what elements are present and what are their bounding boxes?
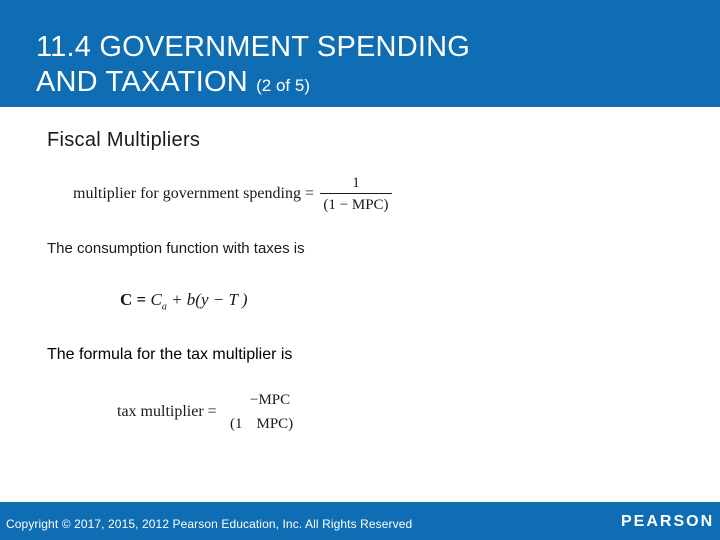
- fraction-bar: [320, 193, 392, 194]
- title-line-2-text: AND TAXATION: [36, 66, 248, 98]
- tax-fraction-numerator: −MPC: [250, 392, 291, 408]
- gov-spending-multiplier-fraction: 1 (1 − MPC): [320, 174, 392, 214]
- fraction-denominator: (1 − MPC): [323, 197, 389, 213]
- tax-multiplier-label: tax multiplier =: [117, 403, 217, 420]
- title-bar: 11.4 GOVERNMENT SPENDING AND TAXATION (2…: [0, 0, 720, 107]
- autonomous-subscript: a: [161, 301, 167, 313]
- copyright-notice: Copyright © 2017, 2015, 2012 Pearson Edu…: [6, 517, 413, 531]
- slide-title: 11.4 GOVERNMENT SPENDING AND TAXATION (2…: [36, 30, 470, 103]
- slide-part-indicator: (2 of 5): [256, 76, 310, 95]
- tax-denominator-open: (1: [230, 416, 243, 432]
- consumption-function-equation: C = Ca + b(y − T ): [120, 290, 248, 312]
- tax-multiplier-intro: The formula for the tax multiplier is: [47, 346, 293, 363]
- fraction-numerator: 1: [352, 175, 360, 191]
- gov-spending-multiplier-equation: multiplier for government spending = 1 (…: [73, 174, 403, 220]
- tax-fraction-denominator: (1 MPC): [230, 415, 308, 434]
- autonomous-consumption-symbol: C: [150, 290, 162, 309]
- consumption-equation-rest: + b(y − T ): [166, 290, 248, 309]
- tax-multiplier-fraction: −MPC (1 MPC): [230, 391, 308, 434]
- gov-spending-multiplier-label: multiplier for government spending =: [73, 185, 314, 202]
- tax-denominator-close: MPC): [256, 416, 294, 432]
- title-line-2: AND TAXATION (2 of 5): [36, 65, 470, 103]
- consumption-function-intro: The consumption function with taxes is: [47, 240, 305, 257]
- pearson-logo: PEARSON: [621, 513, 715, 530]
- tax-multiplier-equation: tax multiplier = −MPC (1 MPC): [117, 391, 317, 439]
- consumption-symbol: C: [120, 290, 133, 309]
- title-line-1: 11.4 GOVERNMENT SPENDING: [36, 31, 470, 63]
- section-subheading: Fiscal Multipliers: [47, 129, 201, 151]
- equals-sign: =: [132, 290, 151, 309]
- footer-bar: Copyright © 2017, 2015, 2012 Pearson Edu…: [0, 502, 720, 540]
